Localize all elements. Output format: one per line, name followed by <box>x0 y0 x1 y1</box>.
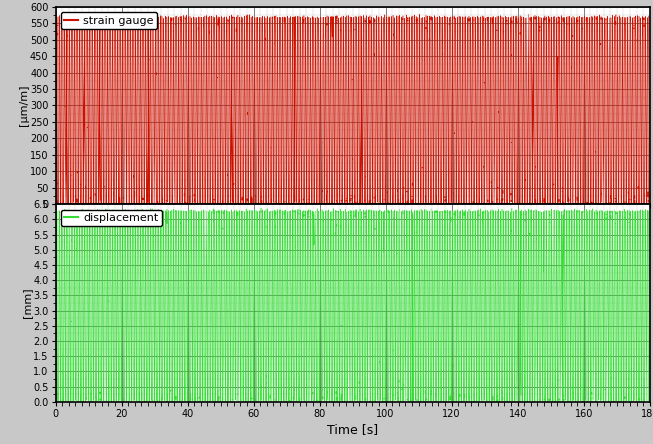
X-axis label: Time [s]: Time [s] <box>327 423 378 436</box>
Legend: displacement: displacement <box>61 210 162 226</box>
Y-axis label: [μm/m]: [μm/m] <box>18 85 29 126</box>
Y-axis label: [mm]: [mm] <box>22 288 32 318</box>
Legend: strain gauge: strain gauge <box>61 12 157 29</box>
